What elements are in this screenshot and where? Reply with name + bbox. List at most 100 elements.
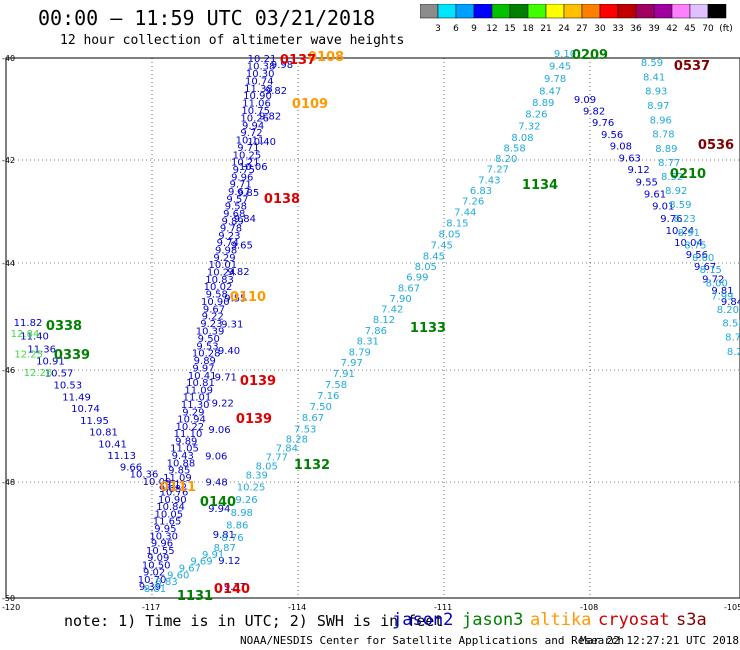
wave-height-value: 9.82: [227, 267, 249, 278]
wave-height-value: 7.53: [294, 424, 316, 435]
wave-height-value: 8.92: [665, 186, 687, 197]
wave-height-value: 8.67: [302, 413, 324, 424]
wave-height-value: 10.83: [205, 275, 234, 286]
wave-height-value: 9.37: [224, 582, 246, 593]
wave-height-value: 9.06: [208, 425, 230, 436]
wave-height-value: 9.12: [627, 165, 649, 176]
wave-height-value: 7.90: [389, 294, 411, 305]
legend-jason3: jason3: [462, 610, 524, 630]
wave-height-value: 8.39: [246, 471, 268, 482]
wave-height-value: 10.90: [243, 91, 272, 102]
wave-height-value: 8.67: [398, 283, 420, 294]
wave-height-value: 9.01: [652, 202, 674, 213]
wave-height-value: 9.84: [721, 297, 740, 308]
pass-time-label: 0110: [230, 290, 266, 305]
wave-height-value: 9.29: [182, 407, 204, 418]
lat-label: -46: [2, 366, 15, 375]
wave-height-value: 9.84: [234, 214, 256, 225]
wave-height-value: 8.00: [706, 278, 728, 289]
legend-cryosat: cryosat: [598, 610, 670, 630]
lon-label: -114: [288, 603, 306, 612]
wave-height-value: 8.28: [286, 435, 308, 446]
wave-height-value: 9.78: [220, 224, 242, 235]
wave-height-value: 8.41: [643, 72, 665, 83]
wave-height-value: 9.56: [686, 250, 708, 261]
wave-height-value: 8.59: [669, 200, 691, 211]
lat-label: -42: [2, 156, 15, 165]
wave-height-value: 10.28: [192, 349, 221, 360]
wave-height-value: 9.82: [259, 112, 281, 123]
wave-height-value: 11.05: [170, 444, 199, 455]
wave-height-value: 9.67: [203, 304, 225, 315]
track-jason2-mid: 9.989.829.8210.4010.069.859.849.659.829.…: [205, 60, 293, 593]
wave-height-value: 11.65: [153, 517, 182, 528]
wave-height-value: 10.76: [160, 488, 189, 499]
wave-height-value: 10.41: [188, 371, 217, 382]
lat-label: -48: [2, 478, 15, 487]
wave-height-value: 9.97: [192, 363, 214, 374]
color-scale-label: 30: [594, 24, 606, 34]
wave-height-value: 10.11: [236, 136, 265, 147]
wave-height-value: 8.08: [511, 133, 533, 144]
wave-height-value: 10.26: [240, 114, 269, 125]
wave-height-value: 7.86: [365, 326, 387, 337]
wave-height-value: 8.58: [503, 144, 525, 155]
wave-height-value: 9.22: [202, 312, 224, 323]
pass-time-label: 1133: [410, 321, 446, 336]
lon-label: -117: [142, 603, 160, 612]
wave-height-value: 10.02: [204, 282, 233, 293]
wave-height-value: 10.84: [156, 502, 185, 513]
wave-height-value: 9.82: [265, 86, 287, 97]
wave-height-value: 9.96: [231, 172, 253, 183]
wave-height-value: 9.29: [213, 253, 235, 264]
color-scale-label: 70: [702, 24, 714, 34]
pass-time-label: 0137: [280, 53, 316, 68]
lon-label: -105: [724, 603, 740, 612]
pass-time-label: 1131: [177, 589, 213, 604]
wave-height-value: 8.60: [692, 253, 714, 264]
wave-height-value: 10.90: [158, 495, 187, 506]
wave-height-value: 10.30: [246, 69, 275, 80]
color-swatch: [707, 4, 727, 19]
page-subtitle: 12 hour collection of altimeter wave hei…: [60, 33, 405, 48]
legend-altika: altika: [530, 610, 592, 630]
color-scale-label: 21: [540, 24, 551, 34]
wave-height-value: 8.97: [647, 101, 669, 112]
legend-s3a: s3a: [676, 610, 707, 630]
track-jason3-left: 12.84 12.25 12.26: [11, 329, 53, 379]
wave-height-value: 9.58: [206, 290, 228, 301]
wave-height-value: 11.36: [27, 344, 56, 355]
wave-height-value: 10.24: [666, 226, 695, 237]
wave-height-value: 9.95: [154, 524, 176, 535]
track-jason2-east: 9.099.829.769.569.089.639.129.559.619.01…: [574, 95, 740, 308]
wave-height-value: 8.47: [539, 87, 561, 98]
wave-height-value: 9.68: [159, 484, 181, 495]
wave-height-value: 10.74: [71, 404, 100, 415]
wave-height-value: 10.81: [186, 378, 215, 389]
wave-height-value: 8.20: [495, 154, 517, 165]
wave-height-value: 8.76: [221, 533, 243, 544]
wave-height-value: 9.67: [228, 187, 250, 198]
color-scale-label: 6: [453, 24, 459, 34]
color-scale-label: 33: [612, 24, 623, 34]
wave-height-value: 10.30: [149, 531, 178, 542]
pass-time-label: 0140: [200, 495, 236, 510]
wave-height-value: 10.06: [239, 162, 268, 173]
wave-height-value: 9.82: [583, 107, 605, 118]
wave-height-value: 8.45: [423, 252, 445, 263]
wave-height-value: 8.89: [655, 144, 677, 155]
wave-height-value: 10.09: [143, 477, 172, 488]
pass-time-label: 0111: [160, 480, 196, 495]
wave-height-value: 7.42: [381, 304, 403, 315]
wave-height-value: 10.39: [196, 327, 225, 338]
color-scale-label: 15: [504, 24, 515, 34]
wave-height-value: 10.25: [233, 150, 262, 161]
wave-height-value: 9.66: [120, 463, 142, 474]
wave-height-value: 7.45: [431, 241, 453, 252]
wave-height-value: 11.49: [62, 392, 91, 403]
wave-height-value: 8.78: [652, 130, 674, 141]
wave-height-value: 10.90: [201, 297, 230, 308]
wave-height-value: 11.95: [80, 416, 109, 427]
wave-height-value: 7.32: [518, 121, 540, 132]
